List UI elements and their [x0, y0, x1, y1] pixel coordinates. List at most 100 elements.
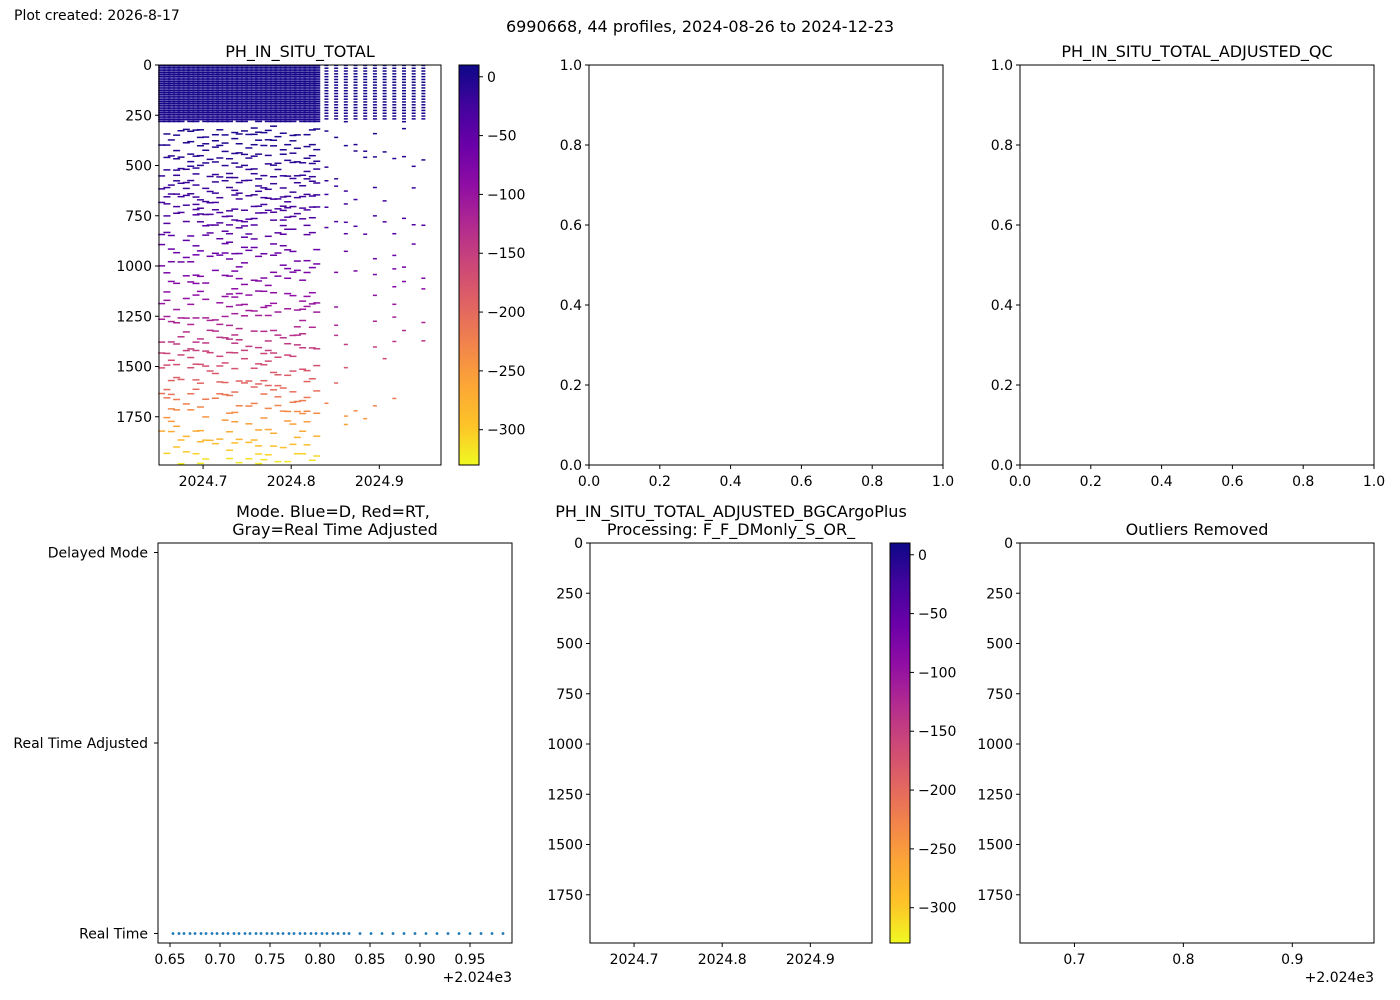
profile-sample	[163, 88, 171, 90]
profile-sample	[173, 108, 181, 110]
profile-sample	[182, 204, 190, 206]
profile-sample	[240, 118, 248, 121]
profile-sample	[173, 84, 181, 87]
profile-sample	[182, 91, 190, 94]
profile-sample	[216, 97, 224, 99]
profile-sample	[211, 77, 219, 79]
profile-sample	[216, 80, 224, 83]
profile-sample	[289, 82, 297, 85]
profile-sample	[216, 108, 224, 110]
profile-sample	[196, 213, 204, 215]
profile-sample	[182, 109, 190, 112]
profile-sample	[206, 91, 214, 94]
profile-sample	[299, 279, 307, 281]
profile-sample	[187, 104, 195, 106]
profile-sample	[216, 211, 224, 214]
profile-sample	[226, 351, 233, 354]
profile-sample	[293, 80, 301, 83]
profile-sample	[274, 66, 282, 68]
profile-sample	[163, 144, 171, 146]
profile-sample	[202, 439, 210, 441]
profile-sample	[343, 250, 348, 253]
profile-sample	[279, 224, 287, 227]
profile-sample	[240, 86, 248, 88]
profile-sample	[308, 117, 316, 119]
profile-sample	[308, 118, 316, 121]
profile-sample	[264, 100, 272, 103]
profile-sample	[245, 75, 253, 78]
profile-sample	[293, 79, 301, 81]
profile-sample	[221, 99, 229, 101]
profile-sample	[308, 68, 316, 70]
profile-sample	[226, 75, 233, 78]
profile-sample	[274, 75, 282, 78]
profile-sample	[167, 99, 175, 101]
profile-sample	[158, 66, 166, 68]
profile-sample	[270, 102, 278, 105]
profile-sample	[163, 231, 171, 234]
profile-sample	[182, 194, 190, 197]
profile-sample	[192, 104, 200, 106]
profile-sample	[308, 120, 316, 123]
profile-sample	[363, 115, 368, 117]
profile-sample	[255, 131, 263, 133]
profile-sample	[182, 239, 190, 242]
profile-sample	[284, 106, 292, 108]
profile-sample	[196, 199, 204, 201]
y-tick-label: 1250	[977, 787, 1013, 803]
profile-sample	[221, 77, 229, 79]
profile-sample	[293, 89, 301, 92]
mode-point	[490, 932, 494, 935]
profile-sample	[231, 99, 239, 101]
profile-sample	[240, 104, 248, 106]
profile-sample	[308, 82, 316, 85]
profile-sample	[211, 80, 219, 83]
profile-sample	[216, 129, 224, 131]
profile-sample	[334, 109, 339, 112]
profile-sample	[202, 99, 210, 101]
profile-sample	[240, 164, 248, 167]
x-tick-label: 0.65	[154, 952, 185, 968]
profile-sample	[235, 438, 243, 441]
profile-sample	[274, 88, 282, 90]
profile-sample	[206, 71, 214, 74]
profile-sample	[235, 111, 243, 114]
profile-sample	[343, 106, 348, 109]
profile-sample	[353, 89, 358, 92]
profile-sample	[299, 70, 307, 72]
profile-sample	[216, 222, 224, 224]
profile-sample	[303, 104, 311, 106]
profile-sample	[163, 75, 171, 78]
profile-sample	[421, 159, 426, 161]
profile-sample	[158, 341, 166, 343]
profile-sample	[202, 213, 210, 216]
profile-sample	[421, 118, 426, 120]
x-axis: 0.0 0.2 0.4 0.6 0.8 1.0	[1009, 465, 1385, 490]
profile-sample	[264, 99, 272, 101]
x-tick-label: 0.90	[404, 952, 435, 968]
profile-sample	[255, 66, 263, 68]
profile-sample	[293, 161, 301, 163]
profile-sample	[196, 88, 204, 90]
profile-sample	[279, 86, 287, 88]
profile-sample	[308, 347, 316, 349]
profile-sample	[177, 66, 185, 68]
profile-sample	[240, 113, 248, 115]
profile-sample	[202, 86, 210, 88]
profile-sample	[392, 67, 397, 69]
profile-sample	[274, 396, 282, 398]
profile-sample	[231, 80, 239, 83]
profile-sample	[303, 108, 311, 110]
profile-sample	[240, 80, 248, 83]
profile-sample	[202, 298, 210, 301]
profile-sample	[260, 79, 268, 81]
profile-sample	[206, 75, 214, 78]
profile-sample	[173, 117, 181, 119]
profile-sample	[163, 93, 171, 96]
profile-sample	[303, 93, 311, 96]
profile-sample	[308, 108, 316, 110]
profile-sample	[353, 78, 358, 81]
profile-sample	[245, 405, 253, 407]
profile-sample	[163, 89, 171, 92]
profile-sample	[240, 179, 248, 182]
